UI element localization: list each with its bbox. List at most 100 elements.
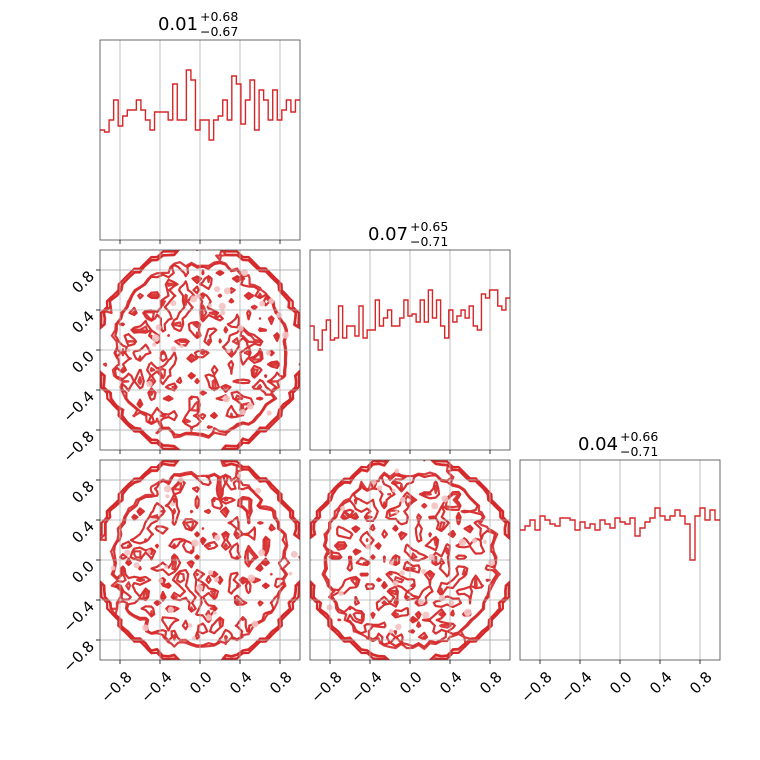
contour-fill-spot: [142, 624, 149, 632]
panel-plot-area: [100, 460, 300, 660]
contour-fill-spot: [389, 561, 394, 566]
y-tick-label: 0.0: [68, 557, 98, 587]
contour-fill-spot: [164, 565, 169, 569]
contour-fill-spot: [133, 562, 140, 569]
contour-fill-spot: [281, 331, 289, 339]
histogram-step-line: [100, 69, 300, 141]
contour-fill-spot: [195, 293, 201, 299]
contour-fill-spot: [213, 576, 220, 583]
contour-fill-spot: [265, 350, 271, 356]
x-tick-label: −0.8: [307, 668, 345, 706]
contour-fill-spot: [170, 346, 177, 352]
contour-fill-spot: [155, 324, 162, 331]
contour-fill-spot: [190, 295, 198, 303]
x-tick-label: 0.0: [396, 668, 426, 698]
contour-fill-spot: [422, 611, 430, 619]
contour-fill-spot: [239, 409, 246, 416]
contour-fill-spot: [220, 310, 226, 316]
contour-fill-spot: [388, 628, 394, 634]
contour-fill-spot: [365, 543, 372, 550]
histogram-step-line: [310, 289, 510, 351]
contour-fill-spot: [266, 410, 272, 416]
panel-title-lower: −0.67: [200, 24, 238, 39]
x-tick-label: 0.8: [476, 668, 506, 698]
panel-plot-area: [100, 40, 300, 240]
x-tick-label: 0.8: [266, 668, 296, 698]
contour-fill-spot: [246, 402, 254, 410]
contour-fill-spot: [170, 300, 177, 307]
contour-fill-spot: [226, 348, 231, 354]
contour-fill-spot: [179, 344, 184, 349]
contour-fill-spot: [187, 623, 193, 628]
y-tick-label: −0.8: [60, 637, 98, 675]
panel-plot-area: [310, 250, 510, 450]
y-tick-label: −0.8: [60, 427, 98, 465]
contour-fill-spot: [288, 571, 293, 576]
contour-fill-spot: [158, 578, 164, 584]
panel-title: 0.04: [578, 434, 618, 455]
contour-fill-spot: [254, 487, 262, 494]
contour-fill-spot: [214, 534, 221, 541]
contour-fill-spot: [147, 549, 151, 554]
contour-level-line: [100, 460, 300, 660]
contour-fill-spot: [240, 269, 248, 277]
contour-fill-spot: [124, 549, 131, 556]
contour-fill-spot: [151, 334, 160, 342]
contour-level-line: [100, 250, 300, 450]
panel-title-upper: +0.68: [200, 9, 238, 24]
contour-fill-spot: [110, 565, 116, 571]
panel-plot-area: [310, 460, 510, 660]
contour-fill-spot: [471, 537, 478, 544]
x-tick-label: −0.4: [137, 668, 175, 706]
panel-title-lower: −0.71: [620, 444, 658, 459]
x-tick-label: −0.4: [557, 668, 595, 706]
x-tick-label: 0.4: [646, 668, 676, 698]
x-tick-label: −0.8: [97, 668, 135, 706]
contour-fill-spot: [259, 300, 266, 307]
contour-fill-spot: [482, 539, 487, 544]
contour-fill-spot: [399, 496, 406, 503]
y-tick-label: 0.4: [68, 517, 98, 547]
contour-fill-spot: [394, 468, 400, 474]
x-tick-label: −0.8: [517, 668, 555, 706]
y-tick-label: 0.0: [68, 347, 98, 377]
contour-fill-spot: [218, 302, 226, 310]
panel-plot-area: [100, 250, 300, 450]
contour-fill-spot: [290, 550, 298, 558]
contour-fill-spot: [394, 510, 399, 514]
panel-1-0: −0.8−0.4 0.0 0.4 0.8: [60, 249, 301, 466]
contour-fill-spot: [165, 494, 170, 499]
contour-fill-spot: [418, 598, 425, 606]
contour-fill-spot: [421, 568, 427, 575]
y-tick-label: −0.4: [60, 597, 98, 635]
panel-1-1: 0.07 +0.65−0.71: [309, 219, 511, 454]
contour-fill-spot: [448, 600, 455, 607]
y-tick-label: 0.8: [68, 477, 98, 507]
histogram-step-line: [520, 507, 720, 561]
x-tick-label: 0.8: [686, 668, 716, 698]
y-tick-label: −0.4: [60, 387, 98, 425]
contour-fill-spot: [268, 298, 275, 304]
x-tick-label: −0.4: [347, 668, 385, 706]
contour-level-line: [310, 460, 510, 660]
contour-fill-spot: [195, 584, 204, 592]
panel-2-2: −0.8 −0.4 0.0 0.4 0.8 0.04 +0.66−0.71: [517, 429, 721, 707]
contour-fill-spot: [207, 303, 213, 308]
contour-fill-spot: [463, 608, 472, 617]
contour-level-line: [100, 460, 300, 660]
contour-fill-spot: [207, 569, 214, 576]
panel-plot-area: [520, 460, 720, 660]
contour-fill-spot: [222, 395, 230, 403]
panel-title-lower: −0.71: [410, 234, 448, 249]
contour-fill-spot: [338, 590, 344, 596]
contour-fill-spot: [152, 342, 157, 347]
contour-fill-spot: [237, 473, 242, 478]
contour-fill-spot: [458, 538, 467, 547]
contour-fill-spot: [213, 286, 221, 293]
contour-fill-spot: [431, 502, 439, 510]
contour-fill-spot: [340, 505, 346, 511]
contour-fill-spot: [247, 574, 256, 583]
panel-title-upper: +0.65: [410, 219, 448, 234]
contour-fill-spot: [163, 485, 172, 493]
